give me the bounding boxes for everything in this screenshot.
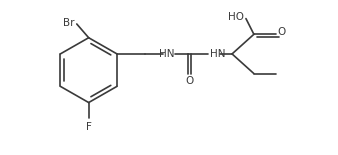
Text: F: F [86,122,92,132]
Text: HN: HN [159,49,174,59]
Text: O: O [185,76,194,86]
Text: O: O [278,27,286,37]
Text: Br: Br [63,18,75,28]
Text: HO: HO [228,12,244,22]
Text: HN: HN [210,49,226,59]
